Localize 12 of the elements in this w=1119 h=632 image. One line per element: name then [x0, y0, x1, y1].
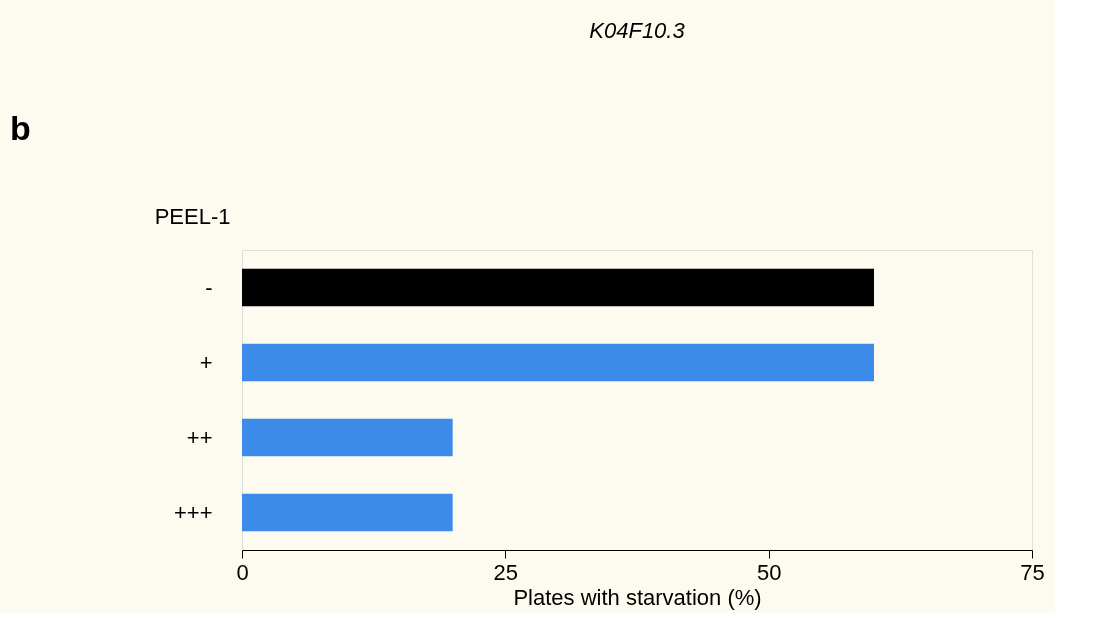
y-tick-label: +++ — [173, 499, 213, 525]
x-tick-label: 75 — [1020, 559, 1045, 585]
x-tick-label: 0 — [236, 559, 249, 585]
text: b — [10, 109, 31, 147]
x-tick-label: 25 — [493, 559, 519, 585]
y-tick-label: ++ — [186, 424, 213, 450]
y-tick-label: + — [199, 349, 213, 375]
x-axis-title: Plates with starvation (%) — [513, 584, 762, 610]
y-tick-label: - — [205, 274, 213, 300]
chart-title: K04F10.3 — [589, 18, 686, 43]
y-axis-title: PEEL-1 — [154, 203, 231, 229]
x-tick-label: 50 — [756, 559, 782, 585]
